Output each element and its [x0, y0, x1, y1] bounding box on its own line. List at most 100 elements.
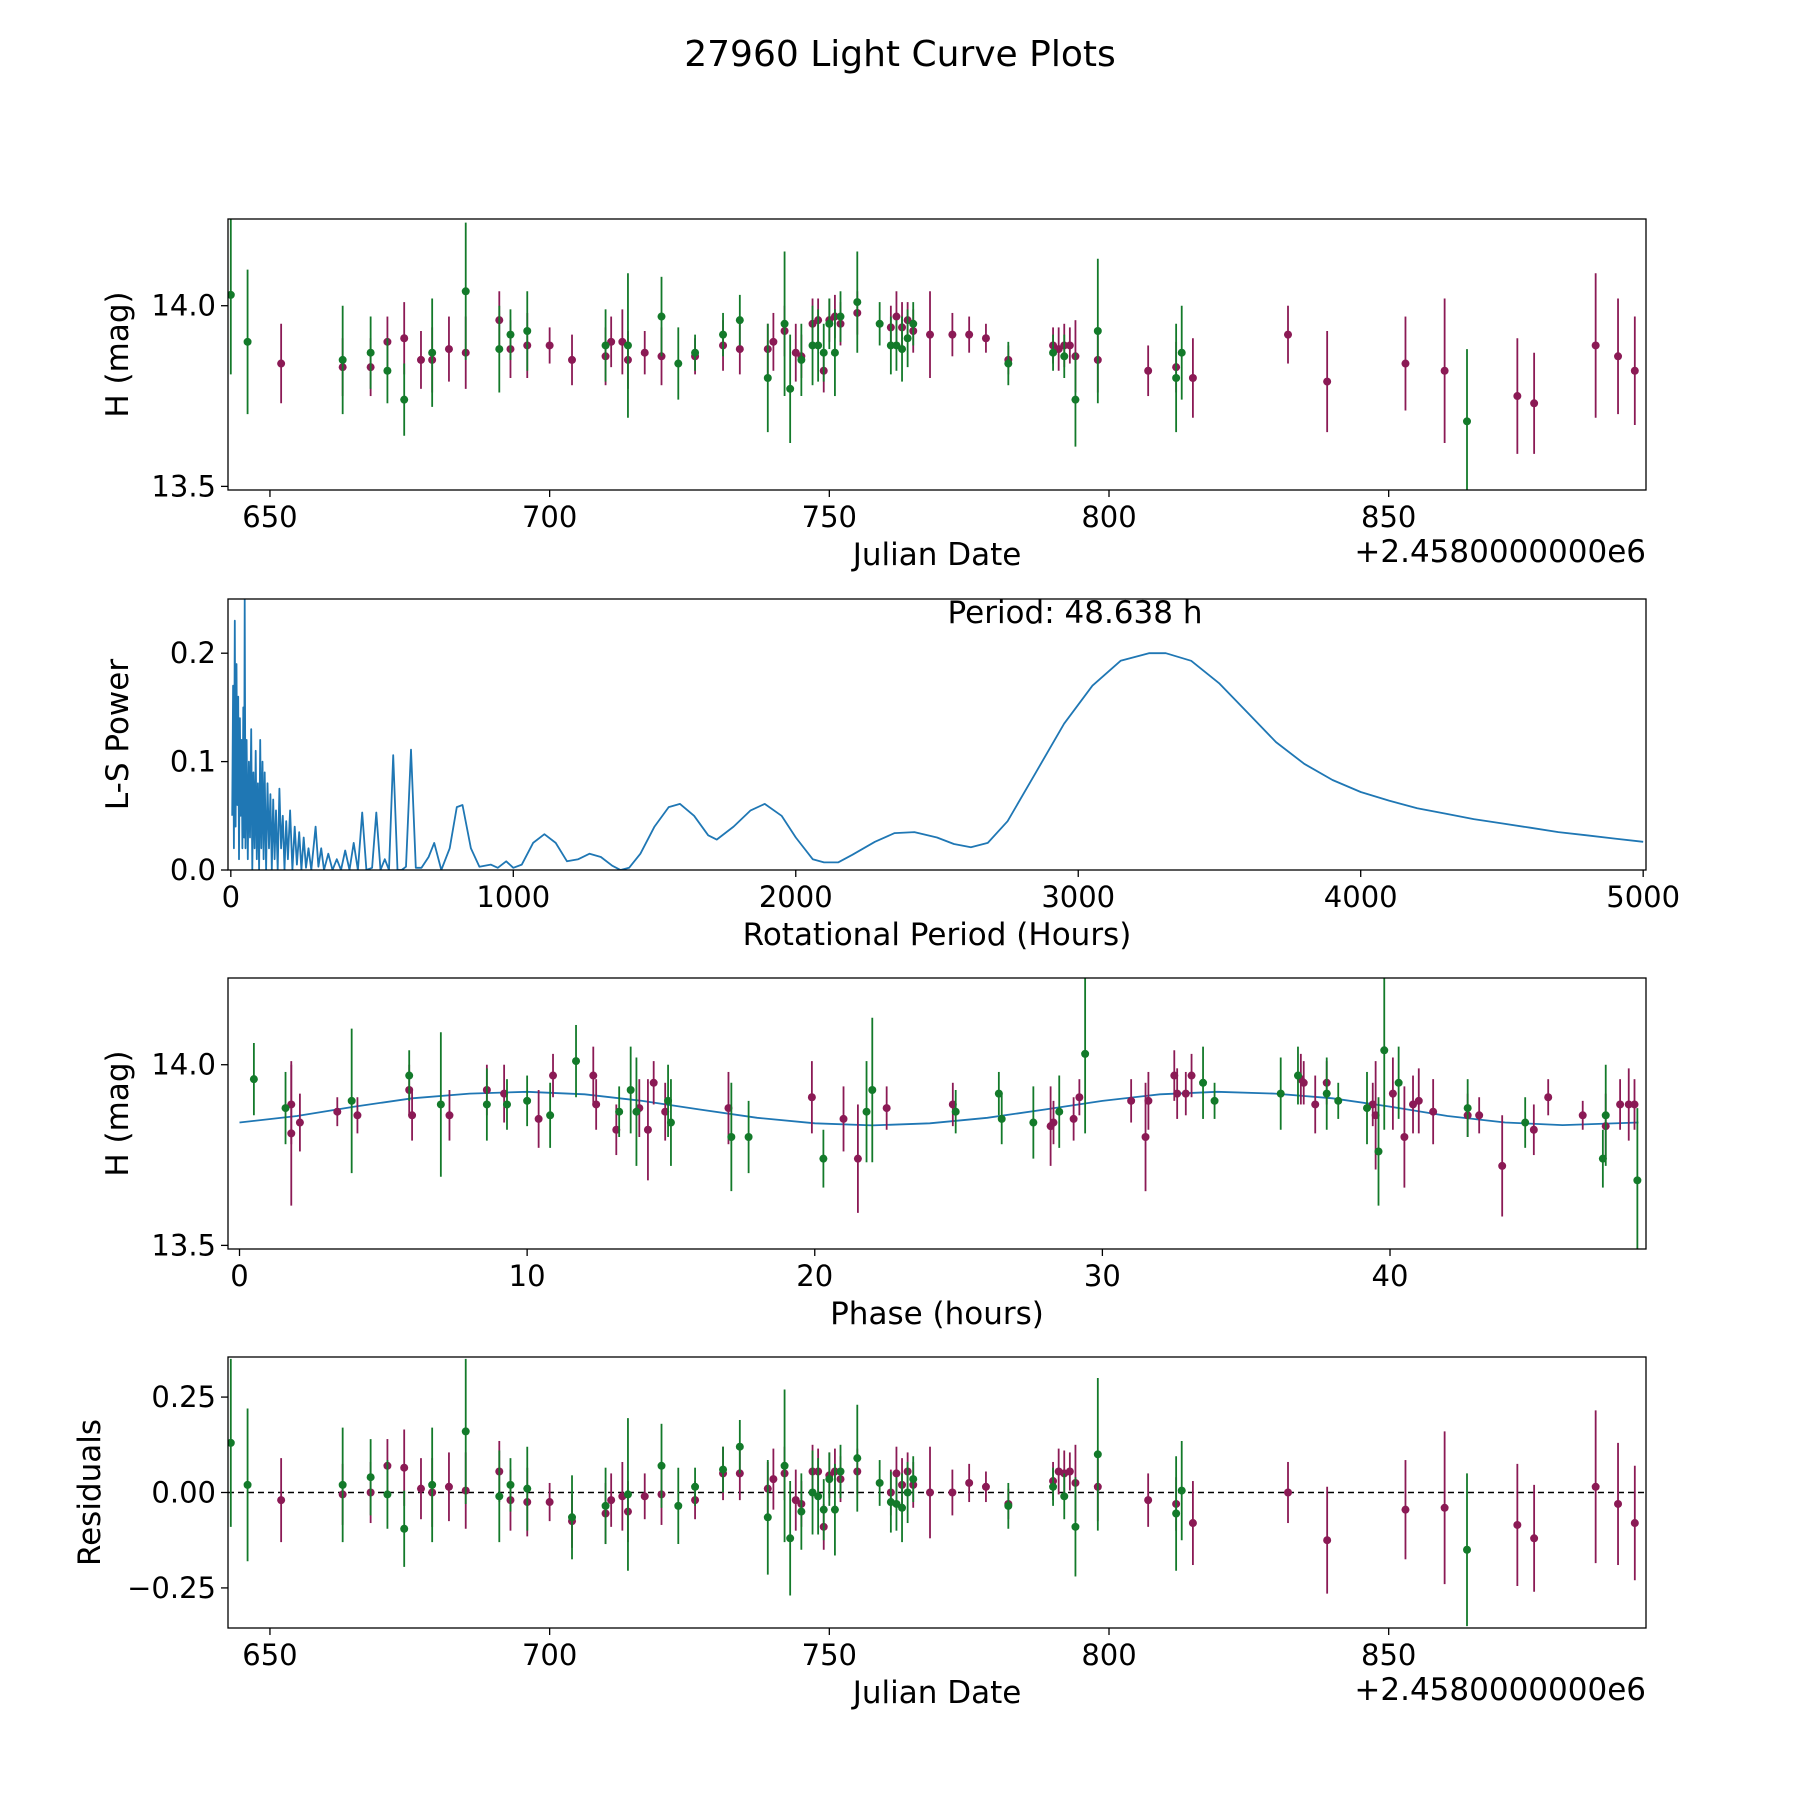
- p3-model-curve: [239, 1090, 1639, 1127]
- p3-green-point: [1334, 1096, 1343, 1105]
- p2-axes-frame: [227, 598, 1647, 871]
- p1-green-point: [1049, 348, 1058, 357]
- p3-green-point: [1199, 1078, 1208, 1087]
- p2-panel: 0 1000 2000 3000 4000 5000 0.0 0.1 0.2 Rotational…: [100, 595, 1680, 953]
- p3-green-point: [482, 1100, 491, 1109]
- p4-magenta-point: [1614, 1499, 1623, 1508]
- p4-green-point: [383, 1490, 392, 1499]
- p3-magenta-point: [592, 1100, 601, 1109]
- p4-green-point: [830, 1505, 839, 1514]
- p4-green-point: [719, 1465, 728, 1474]
- p1-green-point: [836, 312, 845, 321]
- p1-green-point: [898, 345, 907, 354]
- p1-green-point: [763, 373, 772, 382]
- p3-axes-frame: [227, 977, 1647, 1250]
- p4-green-point: [797, 1507, 806, 1516]
- p4-panel: 650 700 750 800 850 −0.25 0.00 0.25 Julian Date R…: [72, 1356, 1647, 1711]
- p4-magenta-point: [1513, 1520, 1522, 1529]
- p3-green-point: [1322, 1089, 1331, 1098]
- p3-green-point: [1210, 1096, 1219, 1105]
- p4-plot-area: [228, 1358, 1646, 1627]
- p4-magenta-point: [1065, 1467, 1074, 1476]
- p1-green-point: [797, 355, 806, 364]
- p3-magenta-point: [1624, 1100, 1633, 1109]
- p3-green-point: [347, 1096, 356, 1105]
- p1-magenta-point: [1323, 377, 1332, 386]
- p4-magenta-point: [1401, 1505, 1410, 1514]
- p1-green-point: [601, 341, 610, 350]
- p4-xtick-label: 850: [1361, 1638, 1416, 1672]
- p3-magenta-point: [649, 1078, 658, 1087]
- p1-xtick-label: 850: [1361, 500, 1416, 534]
- p1-green-point: [461, 287, 470, 296]
- p4-ytick-label: −0.25: [127, 1571, 216, 1605]
- p4-magenta-point: [416, 1484, 425, 1493]
- p1-green-point: [1071, 395, 1080, 404]
- p1-green-point: [819, 348, 828, 357]
- p1-xtick-label: 650: [242, 500, 297, 534]
- p1-magenta-point: [948, 330, 957, 339]
- p1-green-point: [506, 330, 515, 339]
- p2-ytick-label: 0.0: [170, 853, 216, 887]
- p3-green-point: [744, 1132, 753, 1141]
- p1-magenta-point: [1630, 366, 1639, 375]
- p4-ytick-label: 0.00: [151, 1476, 216, 1510]
- p1-plot-area: [228, 219, 1639, 490]
- p3-green-point: [666, 1118, 675, 1127]
- p3-magenta-point: [1475, 1111, 1484, 1120]
- p4-magenta-point: [981, 1482, 990, 1491]
- p4-green-point: [786, 1534, 795, 1543]
- p4-magenta-point: [1144, 1496, 1153, 1505]
- p3-magenta-point: [1578, 1111, 1587, 1120]
- p3-green-point: [1363, 1104, 1372, 1113]
- p3-green-point: [405, 1071, 414, 1080]
- p1-green-point: [735, 316, 744, 325]
- p3-green-point: [546, 1111, 555, 1120]
- p1-xtick-label: 750: [802, 500, 857, 534]
- p3-magenta-point: [1388, 1089, 1397, 1098]
- p3-magenta-point: [1181, 1089, 1190, 1098]
- p2-xlabel: Rotational Period (Hours): [743, 917, 1132, 953]
- p3-magenta-point: [882, 1104, 891, 1113]
- p3-magenta-point: [643, 1125, 652, 1134]
- p4-ylabel: Residuals: [72, 1419, 108, 1566]
- p4-green-point: [1004, 1501, 1013, 1510]
- p3-plot-area: [239, 978, 1642, 1249]
- p3-green-point: [1055, 1107, 1064, 1116]
- p1-green-point: [338, 355, 347, 364]
- p4-xtick-label: 750: [802, 1638, 857, 1672]
- p1-axes-frame: [227, 218, 1647, 491]
- p4-magenta-point: [277, 1496, 286, 1505]
- p3-green-point: [1633, 1176, 1642, 1185]
- p4-green-point: [780, 1461, 789, 1470]
- p1-magenta-point: [1513, 392, 1522, 401]
- p1-xtick-label: 800: [1081, 500, 1136, 534]
- p2-ytick-label: 0.2: [170, 636, 216, 670]
- p3-xtick-label: 20: [796, 1259, 833, 1293]
- p3-green-point: [819, 1154, 828, 1163]
- p3-magenta-point: [1127, 1096, 1136, 1105]
- p3-ylabel: H (mag): [100, 1050, 136, 1176]
- p1-green-point: [780, 319, 789, 328]
- p1-magenta-point: [568, 355, 577, 364]
- p1-green-point: [228, 290, 235, 299]
- p3-panel: 0 10 20 30 40 13.5 14.0 Phase (hours) H (mag): [100, 977, 1647, 1332]
- p1-green-point: [719, 330, 728, 339]
- p3-magenta-point: [295, 1118, 304, 1127]
- p4-green-point: [674, 1501, 683, 1510]
- p2-plot-area: [231, 599, 1644, 870]
- p3-magenta-point: [1311, 1100, 1320, 1109]
- p3-magenta-point: [1544, 1093, 1553, 1102]
- p3-xtick-label: 0: [230, 1259, 248, 1293]
- p1-magenta-point: [400, 334, 409, 343]
- figure-title: 27960 Light Curve Plots: [684, 34, 1116, 75]
- p1-green-point: [875, 319, 884, 328]
- p4-green-point: [366, 1473, 375, 1482]
- p4-green-point: [691, 1482, 700, 1491]
- p4-magenta-point: [1284, 1488, 1293, 1497]
- p4-magenta-point: [791, 1496, 800, 1505]
- p4-green-point: [1060, 1492, 1069, 1501]
- p3-magenta-point: [1173, 1089, 1182, 1098]
- p1-magenta-point: [640, 348, 649, 357]
